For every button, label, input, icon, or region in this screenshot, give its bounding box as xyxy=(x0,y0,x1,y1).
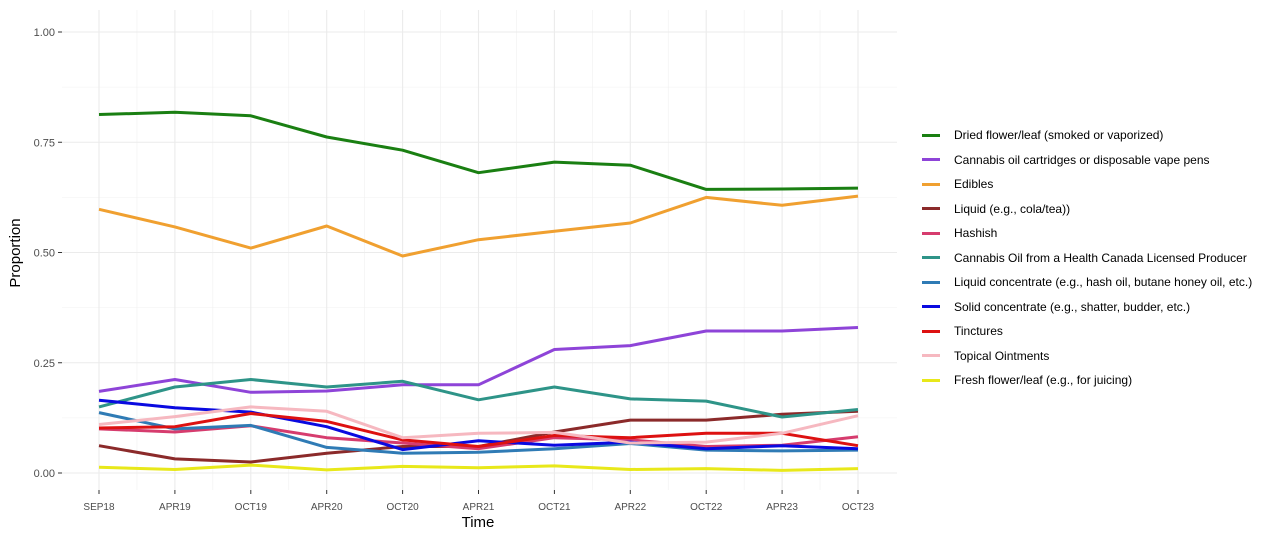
legend-item: Dried flower/leaf (smoked or vaporized) xyxy=(920,123,1252,148)
legend-item: Liquid concentrate (e.g., hash oil, buta… xyxy=(920,270,1252,295)
series-line-tinctures xyxy=(98,412,859,448)
legend-swatch xyxy=(922,231,940,235)
legend-item: Liquid (e.g., cola/tea)) xyxy=(920,197,1252,222)
legend-label: Dried flower/leaf (smoked or vaporized) xyxy=(954,128,1164,143)
x-tick-label: OCT21 xyxy=(538,502,571,513)
legend-swatch xyxy=(922,158,940,162)
x-tick-label: APR20 xyxy=(311,502,343,513)
y-tick-label: 0.50 xyxy=(34,248,55,260)
legend-item: Topical Ointments xyxy=(920,344,1252,369)
x-tick-label: APR21 xyxy=(463,502,495,513)
x-tick-label: OCT20 xyxy=(386,502,419,513)
series-line-cannabis-oil-from-a-health-canada-licensed-producer xyxy=(98,378,859,419)
legend-item: Cannabis Oil from a Health Canada Licens… xyxy=(920,246,1252,271)
y-tick-label: 1.00 xyxy=(34,27,55,39)
y-axis-title: Proportion xyxy=(7,218,24,287)
x-axis-title: Time xyxy=(462,514,495,531)
legend-item: Edibles xyxy=(920,172,1252,197)
x-tick-label: OCT23 xyxy=(842,502,875,513)
x-axis: SEP18 APR19 OCT19 APR20 OCT20 APR21 OCT21 APR22… xyxy=(83,490,875,513)
legend-item: Solid concentrate (e.g., shatter, budder… xyxy=(920,295,1252,320)
x-tick-label: OCT19 xyxy=(235,502,268,513)
legend-label: Cannabis Oil from a Health Canada Licens… xyxy=(954,250,1247,265)
series-line-dried-flower-leaf-smoked-or-vaporized xyxy=(98,110,859,191)
legend-swatch xyxy=(922,378,940,382)
legend-swatch xyxy=(922,305,940,309)
legend-label: Topical Ointments xyxy=(954,348,1050,363)
legend-item: Fresh flower/leaf (e.g., for juicing) xyxy=(920,368,1252,393)
series-line-cannabis-oil-cartridges-or-disposable-vape-pens xyxy=(98,326,859,394)
legend-swatch xyxy=(922,182,940,186)
legend: Dried flower/leaf (smoked or vaporized) C… xyxy=(920,123,1252,393)
series-line-edibles xyxy=(98,194,859,258)
legend-label: Fresh flower/leaf (e.g., for juicing) xyxy=(954,373,1133,388)
legend-label: Liquid (e.g., cola/tea)) xyxy=(954,201,1071,216)
series-line-liquid-concentrate-e-g-hash-oil-butane-honey-oil-etc xyxy=(98,411,859,455)
legend-item: Cannabis oil cartridges or disposable va… xyxy=(920,148,1252,173)
legend-label: Cannabis oil cartridges or disposable va… xyxy=(954,152,1210,167)
legend-label: Liquid concentrate (e.g., hash oil, buta… xyxy=(954,275,1253,290)
y-tick-label: 0.75 xyxy=(34,137,55,149)
x-tick-label: APR19 xyxy=(159,502,191,513)
x-tick-label: SEP18 xyxy=(83,502,115,513)
x-tick-label: OCT22 xyxy=(690,502,723,513)
legend-swatch xyxy=(922,280,940,284)
legend-swatch xyxy=(922,133,940,137)
legend-label: Edibles xyxy=(954,177,994,192)
legend-swatch xyxy=(922,256,940,260)
grid-lines xyxy=(62,10,897,490)
x-tick-label: APR23 xyxy=(766,502,798,513)
legend-swatch xyxy=(922,329,940,333)
series-lines xyxy=(98,110,859,472)
x-tick-label: APR22 xyxy=(614,502,646,513)
legend-swatch xyxy=(922,207,940,211)
legend-item: Hashish xyxy=(920,221,1252,246)
legend-label: Tinctures xyxy=(954,324,1003,339)
y-tick-label: 0.00 xyxy=(34,468,55,480)
y-axis: 0.00 0.25 0.50 0.75 1.00 xyxy=(34,27,62,480)
legend-swatch xyxy=(922,354,940,358)
y-tick-label: 0.25 xyxy=(34,358,55,370)
legend-label: Solid concentrate (e.g., shatter, budder… xyxy=(954,299,1191,314)
series-line-fresh-flower-leaf-e-g-for-juicing xyxy=(98,463,859,472)
legend-label: Hashish xyxy=(954,226,998,241)
series-line-topical-ointments xyxy=(98,405,859,445)
legend-item: Tinctures xyxy=(920,319,1252,344)
